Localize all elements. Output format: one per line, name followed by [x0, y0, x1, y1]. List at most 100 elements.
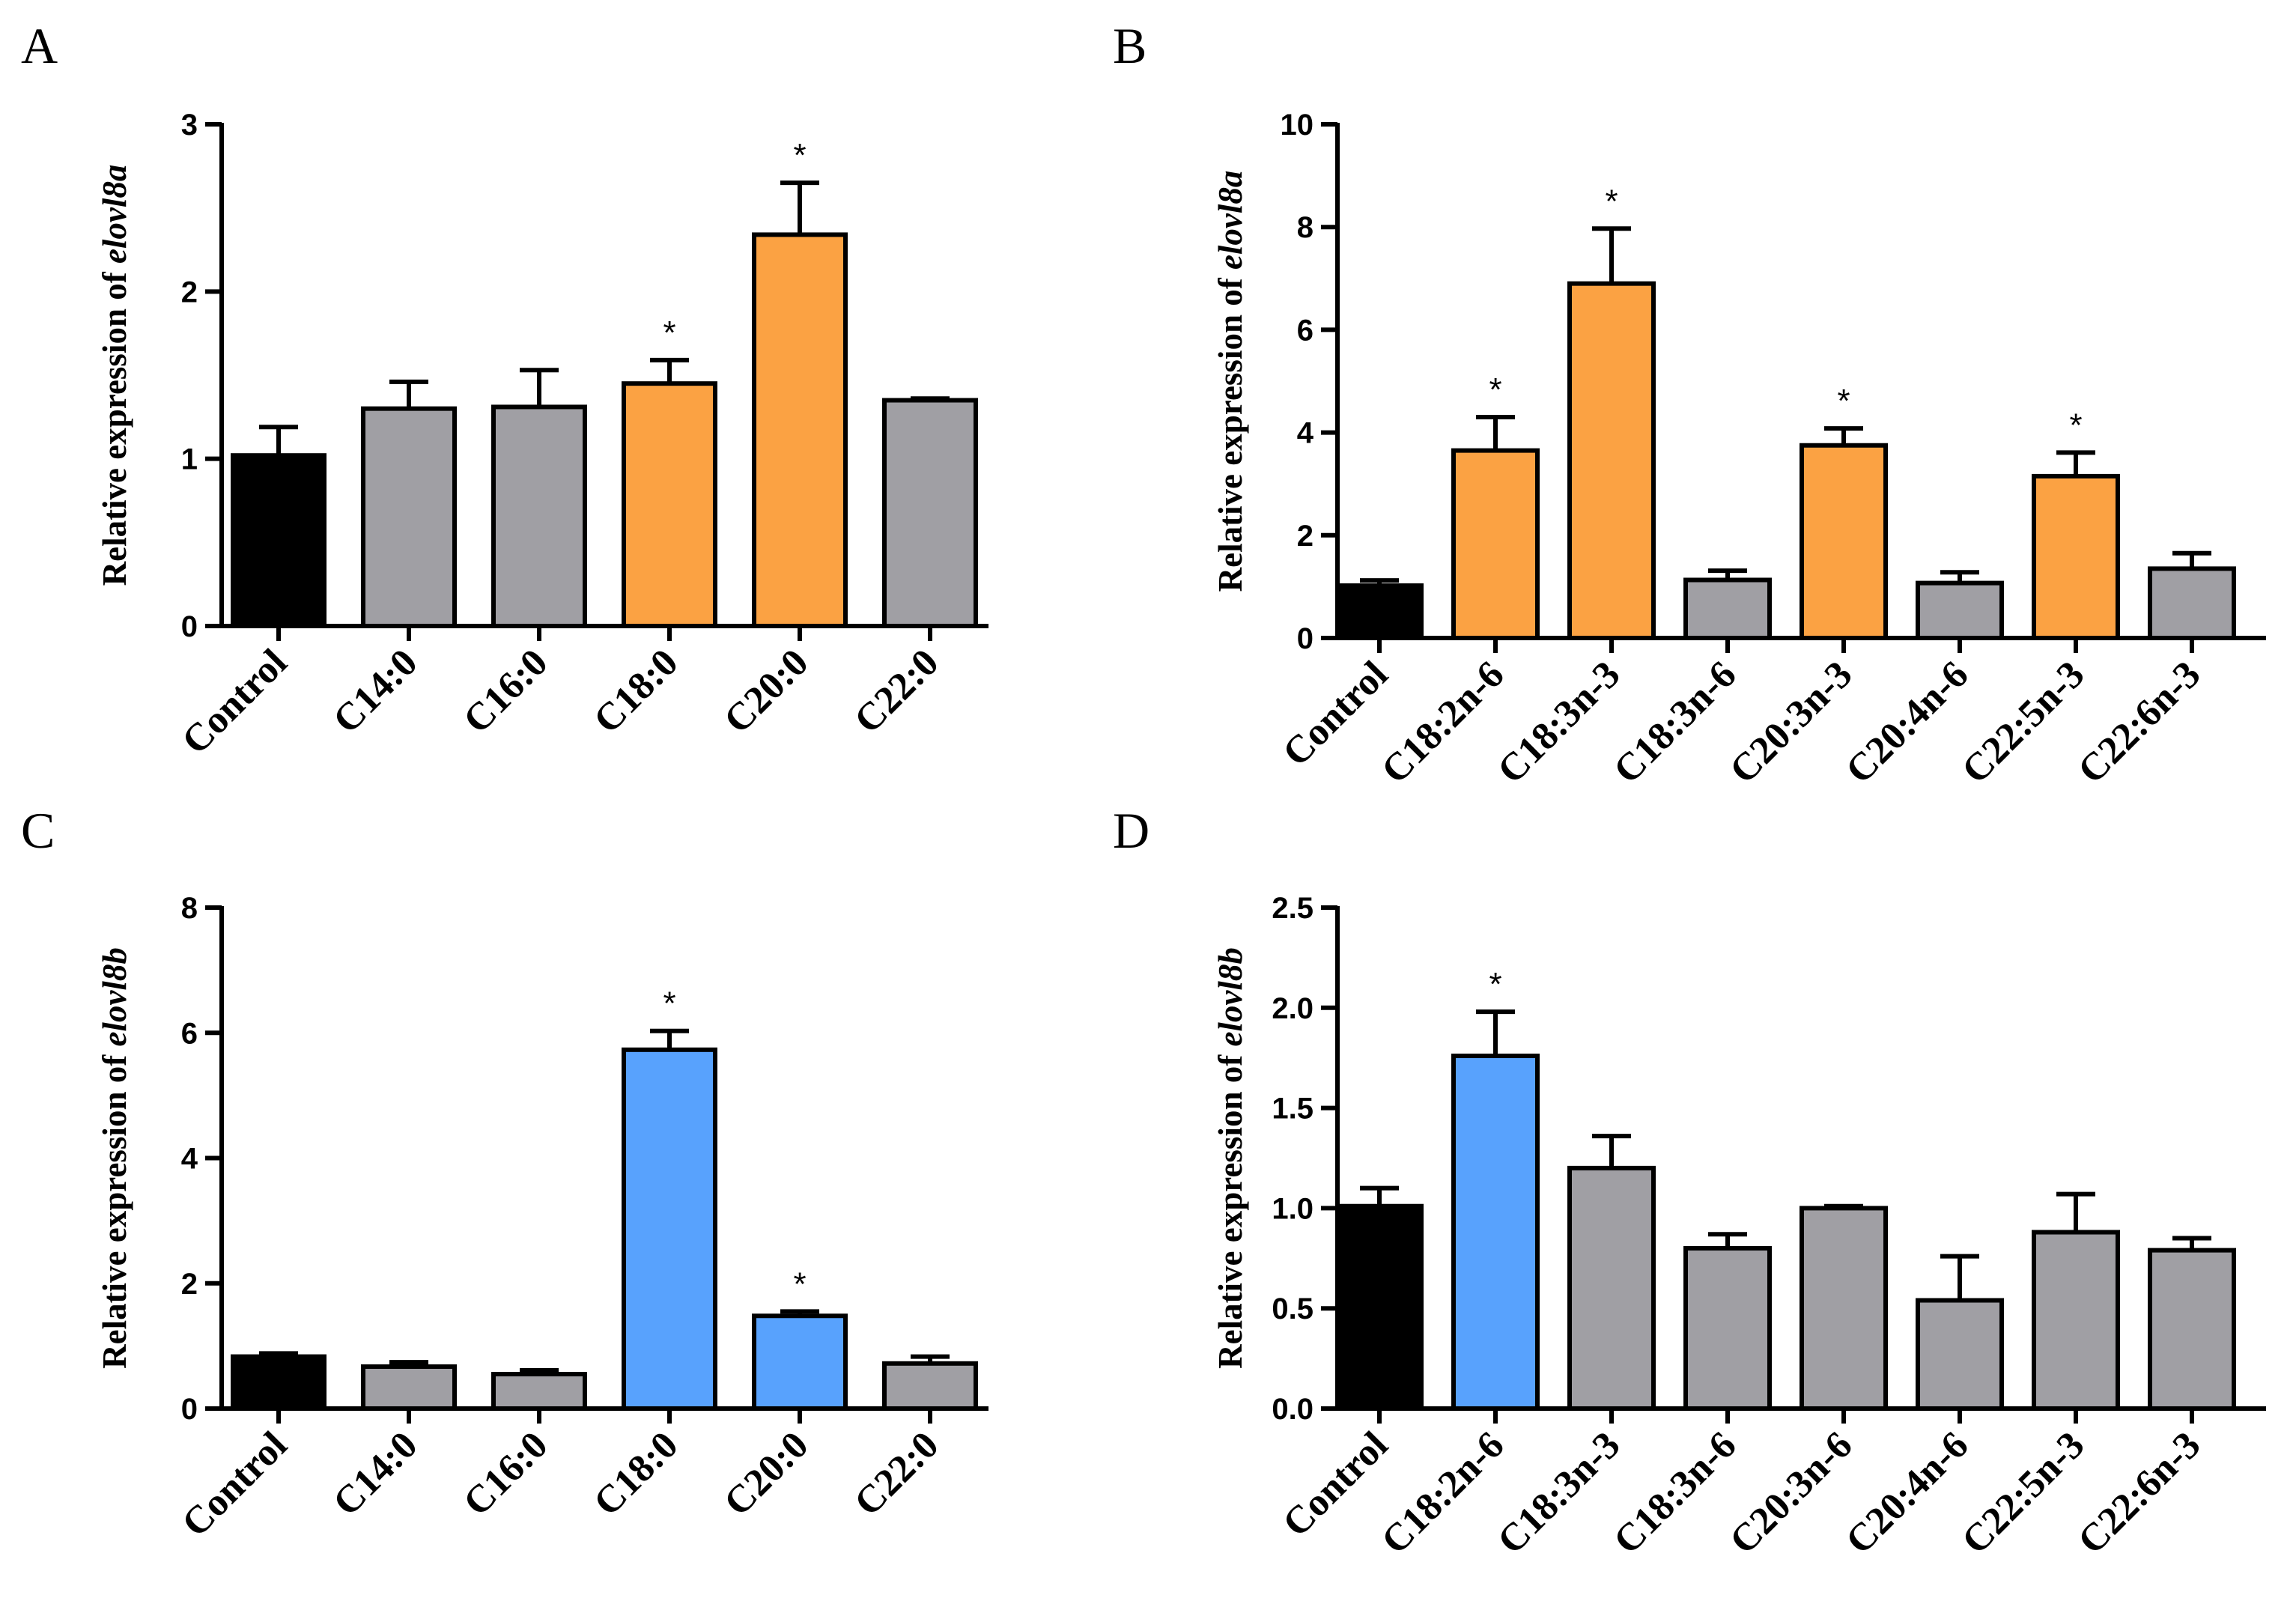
x-tick-label: C16:0	[455, 1424, 556, 1524]
y-axis-label-gene: elovl8b	[1212, 947, 1249, 1046]
significance-marker: *	[793, 1266, 806, 1302]
x-tick-label: C22:0	[846, 1424, 947, 1524]
x-tick-label: C18:3n-3	[1489, 1424, 1628, 1562]
significance-marker: *	[663, 985, 675, 1022]
x-tick-label: C22:6n-3	[2070, 653, 2208, 792]
bar	[491, 1372, 587, 1411]
bar	[1916, 580, 2004, 641]
panel-a-y-axis-label: Relative expression of elovl8a	[96, 165, 133, 586]
y-axis-label-prefix: Relative expression of	[96, 264, 133, 586]
significance-marker: *	[1489, 966, 1501, 1003]
x-tick-label: C22:5n-3	[1954, 1424, 2092, 1562]
panel-b-letter: B	[1113, 17, 1147, 74]
panel-d: D 0.0 0.5 1.0 1.5 2.0 2.5 Relative expression …	[1113, 802, 2266, 1563]
panel-a-letter: A	[21, 17, 58, 74]
bar	[882, 1361, 978, 1412]
x-tick-label: C20:4n-6	[1838, 1424, 1976, 1562]
x-tick-label: Control	[174, 1424, 295, 1545]
panel-a-y-tick-label: 3	[181, 109, 198, 142]
bar	[1916, 1298, 2004, 1411]
bar	[231, 453, 327, 629]
bar	[1800, 1206, 1888, 1412]
x-tick-label: C14:0	[325, 641, 425, 741]
x-tick-label: Control	[174, 641, 295, 762]
significance-marker: *	[1605, 183, 1618, 219]
x-tick-label: C20:4n-6	[1838, 653, 1976, 792]
y-axis-label-prefix: Relative expression of	[96, 1047, 133, 1369]
x-tick-label: C22:5n-3	[1954, 653, 2092, 792]
panel-a: A 0 1 2 3 Relative expression of elovl8a Cont…	[21, 17, 988, 762]
x-tick-label: C14:0	[325, 1424, 425, 1524]
bar	[1567, 281, 1656, 640]
x-tick-label: C18:2n-6	[1373, 1424, 1512, 1562]
panel-c-y-tick-label: 6	[181, 1017, 198, 1050]
x-tick-label: C18:0	[586, 641, 686, 741]
bar	[1683, 577, 1772, 640]
bar	[1567, 1165, 1656, 1411]
panel-c-y-axis-label: Relative expression of elovl8b	[96, 947, 133, 1369]
x-tick-label: C22:6n-3	[2070, 1424, 2208, 1562]
x-tick-label: C18:3n-6	[1606, 653, 1744, 792]
bar	[1335, 1203, 1424, 1411]
bar	[622, 1047, 717, 1411]
panel-d-y-tick-label: 0.5	[1272, 1292, 1313, 1325]
panel-c: C 0 2 4 6 8 Relative expression of elovl8b Con…	[21, 802, 988, 1545]
panel-c-y-tick-label: 0	[181, 1393, 198, 1426]
panel-a-y-tick-label: 1	[181, 443, 198, 476]
bar	[1800, 443, 1888, 640]
x-tick-label: C18:3n-6	[1606, 1424, 1744, 1562]
panel-d-y-tick-label: 0.0	[1272, 1393, 1313, 1426]
y-axis-label-prefix: Relative expression of	[1212, 270, 1249, 592]
panel-b-y-axis-label: Relative expression of elovl8a	[1212, 171, 1249, 592]
x-tick-label: C22:0	[846, 641, 947, 741]
bar	[2032, 1230, 2120, 1411]
panel-d-letter: D	[1113, 802, 1149, 859]
y-axis-label-gene: elovl8a	[1212, 171, 1249, 270]
bar	[231, 1354, 327, 1412]
bar	[752, 1313, 848, 1411]
x-tick-label: C20:3n-3	[1722, 653, 1860, 792]
panel-a-y-tick-label: 0	[181, 610, 198, 643]
y-axis-label-gene: elovl8b	[96, 947, 133, 1046]
panel-d-y-tick-label: 1.0	[1272, 1192, 1313, 1225]
bar	[2148, 1248, 2236, 1411]
bar	[1335, 583, 1424, 641]
bar	[1683, 1245, 1772, 1412]
bar	[361, 406, 457, 629]
panel-b-y-tick-label: 6	[1297, 314, 1313, 347]
x-tick-label: C20:0	[716, 641, 816, 741]
bar	[1451, 1054, 1540, 1412]
x-tick-label: C18:3n-3	[1489, 653, 1628, 792]
y-axis-label-gene: elovl8a	[96, 165, 133, 264]
panel-d-y-tick-label: 2.0	[1272, 992, 1313, 1025]
panel-b-y-tick-label: 10	[1281, 109, 1314, 142]
panel-b-y-tick-label: 4	[1297, 417, 1314, 450]
panel-b: B 0 2 4 6 8 10 Relative expression of elovl8a C…	[1113, 17, 2266, 792]
panel-a-y-tick-label: 2	[181, 276, 198, 309]
bar	[2148, 566, 2236, 641]
panel-d-y-axis-label: Relative expression of elovl8b	[1212, 947, 1249, 1369]
panel-d-y-tick-label: 1.5	[1272, 1093, 1313, 1125]
bar	[882, 398, 978, 628]
panel-b-y-tick-label: 8	[1297, 211, 1313, 244]
x-tick-label: C18:2n-6	[1373, 653, 1512, 792]
x-tick-label: C18:0	[586, 1424, 686, 1524]
y-axis-label-prefix: Relative expression of	[1212, 1047, 1249, 1369]
panel-c-y-tick-label: 4	[181, 1143, 198, 1176]
bar	[491, 404, 587, 629]
bar	[1451, 448, 1540, 640]
significance-marker: *	[1837, 383, 1850, 419]
panel-c-y-tick-label: 2	[181, 1268, 198, 1301]
panel-b-y-tick-label: 0	[1297, 622, 1313, 655]
panel-c-y-tick-label: 8	[181, 892, 198, 925]
significance-marker: *	[1489, 371, 1501, 408]
bar	[752, 232, 848, 628]
significance-marker: *	[793, 137, 806, 174]
panel-c-letter: C	[21, 802, 55, 859]
x-tick-label: C20:0	[716, 1424, 816, 1524]
bar	[622, 381, 717, 629]
x-tick-label: C16:0	[455, 641, 556, 741]
significance-marker: *	[663, 315, 675, 351]
significance-marker: *	[2069, 407, 2082, 443]
